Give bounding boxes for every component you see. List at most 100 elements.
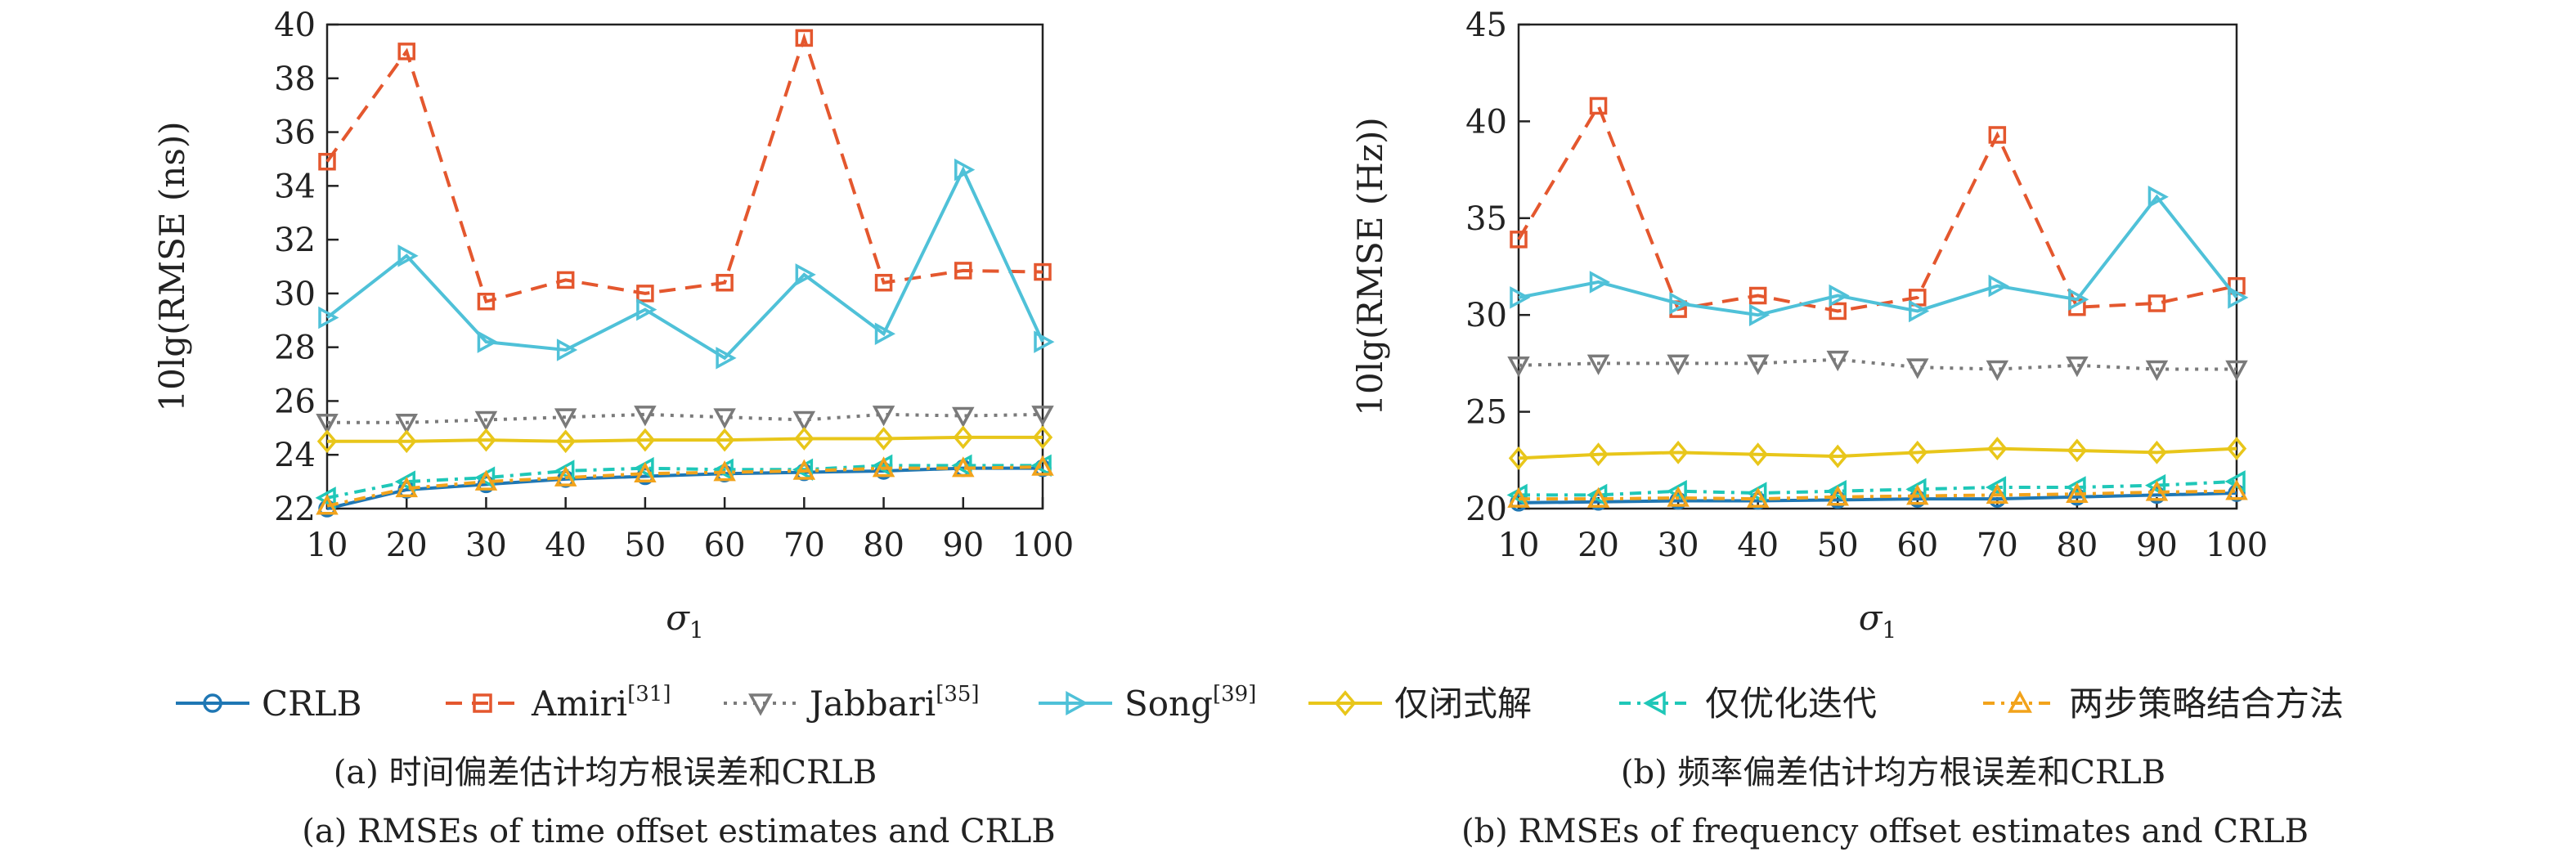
x-tick-label: 30 xyxy=(465,527,507,564)
point-jabbari xyxy=(1031,406,1054,427)
point-closed xyxy=(2067,438,2088,463)
series-line-crlb xyxy=(1518,491,2237,504)
x-tick-label: 70 xyxy=(783,527,825,564)
y-tick-label: 22 xyxy=(274,491,316,528)
x-axis-label: σ1 xyxy=(666,598,704,644)
point-amiri xyxy=(636,285,654,303)
caption-b-en: (b) RMSEs of frequency offset estimates … xyxy=(1461,813,2309,850)
point-jabbari xyxy=(474,410,498,432)
legend-item-twostep: 两步策略结合方法 xyxy=(1983,684,2344,724)
x-tick-label: 50 xyxy=(624,527,666,564)
x-tick-label: 80 xyxy=(2056,527,2098,564)
y-tick-label: 45 xyxy=(1465,7,1507,44)
series-line-twostep xyxy=(326,465,1043,508)
x-tick-label: 20 xyxy=(1577,527,1619,564)
y-tick-label: 30 xyxy=(1465,297,1507,334)
x-tick-label: 50 xyxy=(1817,527,1859,564)
x-tick-label: 60 xyxy=(1896,527,1938,564)
point-closed xyxy=(1032,425,1053,450)
legend-item-amiri: Amiri[31] xyxy=(446,682,671,724)
point-twostep xyxy=(2225,479,2248,500)
legend-label: 仅优化迭代 xyxy=(1705,684,1877,724)
x-tick-label: 30 xyxy=(1658,527,1699,564)
x-tick-label: 100 xyxy=(1012,527,1074,564)
point-song xyxy=(1988,274,2009,298)
point-twostep xyxy=(1746,487,1770,508)
legend-item-iter: 仅优化迭代 xyxy=(1619,684,1877,724)
caption-a-en: (a) RMSEs of time offset estimates and C… xyxy=(302,813,1055,850)
series-line-amiri xyxy=(1517,101,2237,313)
point-twostep xyxy=(1667,486,1690,507)
y-tick-label: 20 xyxy=(1465,491,1507,528)
legend-label: CRLB xyxy=(262,684,362,724)
x-tick-label: 90 xyxy=(942,527,984,564)
legend-label: 两步策略结合方法 xyxy=(2069,684,2344,724)
caption-a-cn: (a) 时间偏差估计均方根误差和CRLB xyxy=(334,754,877,791)
point-jabbari xyxy=(1667,354,1690,375)
series-line-jabbari xyxy=(327,412,1043,424)
series-iter xyxy=(315,454,1052,509)
point-song xyxy=(1748,303,1770,326)
point-closed xyxy=(1748,442,1768,467)
legend-swatch-marker xyxy=(1643,691,1666,715)
point-jabbari xyxy=(872,406,895,427)
point-twostep xyxy=(474,469,498,491)
point-twostep xyxy=(316,494,339,515)
series-closed xyxy=(1508,437,2247,470)
point-song xyxy=(795,263,816,286)
point-twostep xyxy=(554,465,577,487)
series-twostep xyxy=(1507,479,2248,508)
point-song xyxy=(1589,271,1611,294)
point-song xyxy=(874,322,896,345)
plot-frame xyxy=(1517,23,2238,510)
point-jabbari xyxy=(316,414,339,435)
series-line-song xyxy=(325,165,1044,361)
point-song xyxy=(2147,186,2169,209)
legend-item-closed: 仅闭式解 xyxy=(1308,684,1532,724)
series-line-closed xyxy=(1518,446,2237,460)
series-closed xyxy=(316,425,1053,454)
legend-swatch-marker xyxy=(1334,690,1357,716)
point-twostep xyxy=(2145,480,2169,501)
point-closed xyxy=(953,425,973,450)
x-tick-label: 20 xyxy=(386,527,428,564)
point-closed xyxy=(316,429,338,454)
point-amiri xyxy=(556,271,575,289)
point-song xyxy=(397,244,419,267)
y-tick-label: 40 xyxy=(1465,103,1507,141)
caption-b-cn: (b) 频率偏差估计均方根误差和CRLB xyxy=(1621,754,2165,791)
point-amiri xyxy=(397,43,415,61)
y-tick-label: 38 xyxy=(274,61,316,98)
point-jabbari xyxy=(713,408,736,429)
series-jabbari xyxy=(1507,350,2248,381)
point-amiri xyxy=(874,273,893,292)
point-song xyxy=(1510,286,1531,309)
point-song xyxy=(1909,299,1930,323)
x-tick-label: 60 xyxy=(704,527,746,564)
point-closed xyxy=(476,428,496,452)
legend-item-crlb: CRLB xyxy=(176,684,362,724)
x-tick-label: 10 xyxy=(307,527,348,564)
point-song xyxy=(1669,292,1690,315)
legend-label: Jabbari[35] xyxy=(806,682,980,724)
y-tick-label: 26 xyxy=(274,383,316,420)
x-tick-label: 100 xyxy=(2206,527,2268,564)
y-tick-label: 36 xyxy=(274,114,316,152)
point-song xyxy=(716,347,737,370)
point-jabbari xyxy=(1586,354,1610,375)
series-amiri xyxy=(1510,96,2246,321)
point-twostep xyxy=(952,456,975,478)
series-line-jabbari xyxy=(1518,357,2237,371)
point-twostep xyxy=(1986,482,2009,504)
point-jabbari xyxy=(1507,357,1530,378)
series-jabbari xyxy=(316,406,1054,435)
point-jabbari xyxy=(1906,358,1929,379)
point-song xyxy=(477,330,498,353)
x-axis-label-subscript: 1 xyxy=(1882,617,1896,644)
point-song xyxy=(954,158,976,182)
point-jabbari xyxy=(395,414,418,435)
point-amiri xyxy=(318,152,336,171)
point-amiri xyxy=(1988,126,2007,144)
y-tick-label: 25 xyxy=(1465,394,1507,432)
